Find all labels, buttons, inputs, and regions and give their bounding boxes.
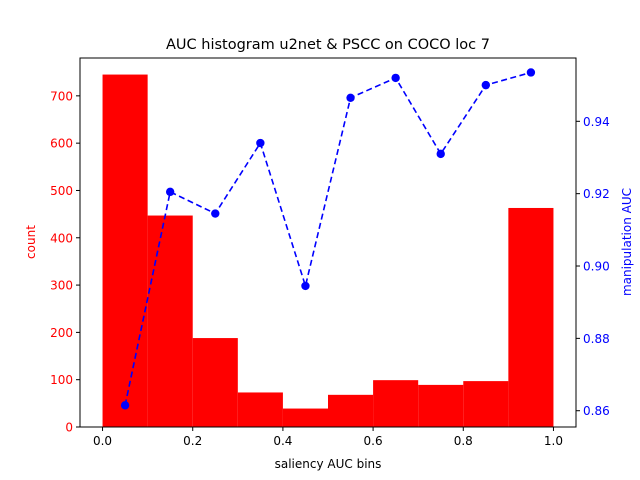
auc-point <box>436 149 445 159</box>
auc-point <box>120 401 130 410</box>
x-tick-label: 0.8 <box>454 434 473 448</box>
histogram-bar <box>282 408 328 427</box>
auc-point <box>346 93 355 102</box>
auc-point <box>481 80 491 90</box>
chart-title: AUC histogram u2net & PSCC on COCO loc 7 <box>166 37 490 53</box>
y-tick-label: 500 <box>50 184 73 198</box>
x-tick-label: 0.2 <box>183 434 202 448</box>
auc-point <box>301 281 310 291</box>
axes: 0.0 0.2 0.4 0.6 0.8 1.0 0 100 200 300 400 500 600 700… <box>50 57 610 448</box>
y-tick-label: 100 <box>50 373 73 387</box>
auc-point <box>391 73 400 83</box>
plot-frame <box>79 57 577 428</box>
x-tick-label: 0.6 <box>364 434 383 448</box>
y-tick-label: 400 <box>50 231 73 245</box>
histogram-bar <box>102 74 148 428</box>
y-tick-label: 0 <box>65 421 73 435</box>
histogram-bar <box>147 215 193 427</box>
y2-tick-label: 0.90 <box>583 260 610 274</box>
y-tick-label: 300 <box>50 279 73 293</box>
x-tick-label: 0.0 <box>93 434 112 448</box>
y2-tick-label: 0.88 <box>583 332 610 346</box>
histogram-bar <box>328 394 374 427</box>
histogram-bar <box>373 380 419 427</box>
histogram-bar <box>237 392 283 427</box>
y-axis-label: count <box>24 225 38 259</box>
histogram-bar <box>463 381 509 427</box>
y-tick-label: 200 <box>50 326 73 340</box>
histogram-bars <box>102 74 554 428</box>
y2-axis-label: manipulation AUC <box>620 188 634 296</box>
y-tick-label: 700 <box>50 89 73 103</box>
auc-point <box>526 68 536 77</box>
auc-dashed-line <box>124 71 532 406</box>
histogram-bar <box>418 384 464 427</box>
auc-line-series <box>120 68 536 410</box>
auc-point <box>256 138 265 148</box>
x-axis-label: saliency AUC bins <box>275 457 382 471</box>
y2-tick-label: 0.92 <box>583 187 610 201</box>
auc-point <box>165 187 175 197</box>
y2-tick-label: 0.86 <box>583 404 610 418</box>
histogram-bar <box>192 338 238 427</box>
x-tick-label: 1.0 <box>544 434 563 448</box>
histogram-bar <box>508 207 554 427</box>
y2-tick-label: 0.94 <box>583 115 610 129</box>
x-tick-label: 0.4 <box>273 434 292 448</box>
auc-point <box>211 209 220 218</box>
y-tick-label: 600 <box>50 137 73 151</box>
